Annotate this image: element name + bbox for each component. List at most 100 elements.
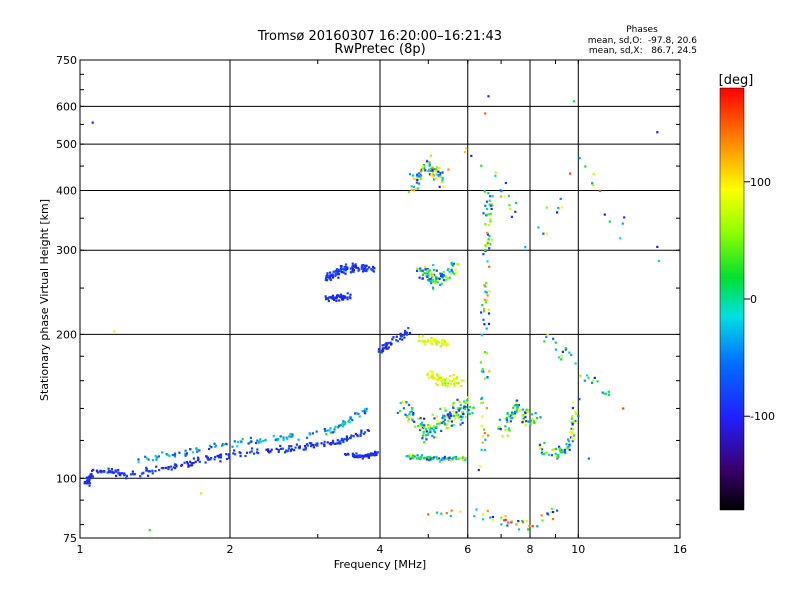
data-point: [373, 267, 376, 270]
data-point: [417, 182, 420, 185]
data-point: [568, 443, 571, 446]
data-point: [165, 466, 168, 469]
data-point: [115, 474, 118, 477]
data-point: [361, 457, 364, 460]
data-point: [103, 470, 106, 473]
data-point: [258, 440, 261, 443]
data-point: [572, 428, 575, 431]
data-point: [575, 412, 578, 415]
data-point: [564, 348, 567, 351]
data-point: [484, 191, 487, 194]
data-point: [504, 515, 507, 518]
data-point: [323, 443, 326, 446]
data-point: [151, 469, 154, 472]
data-point: [324, 295, 327, 298]
data-point: [411, 419, 414, 422]
data-point: [514, 210, 517, 213]
axes: 1 2 4 6 8 10 16 75 100 200 300 400 500 600 750: [56, 54, 687, 556]
data-point: [219, 460, 222, 463]
data-point: [192, 461, 195, 465]
data-point: [457, 416, 460, 419]
data-point: [371, 452, 374, 455]
y-axis-label: Stationary phase Virtual Height [km]: [38, 199, 51, 401]
data-point: [333, 428, 336, 431]
data-point: [438, 457, 441, 460]
data-point: [522, 419, 525, 422]
data-point: [440, 272, 443, 276]
data-point: [418, 335, 421, 338]
data-point: [531, 413, 534, 416]
data-point: [354, 412, 357, 415]
data-point: [341, 422, 344, 425]
data-point: [435, 170, 438, 173]
data-point: [140, 472, 143, 475]
data-point: [554, 452, 557, 455]
data-point: [540, 451, 543, 454]
data-point: [546, 512, 549, 515]
data-point: [488, 213, 491, 216]
data-point: [481, 304, 484, 307]
data-point: [596, 380, 599, 383]
data-point: [426, 340, 429, 343]
data-point: [447, 457, 450, 460]
data-point: [350, 270, 353, 273]
data-point: [435, 511, 438, 514]
data-point: [450, 414, 453, 417]
data-point: [431, 413, 434, 416]
data-point: [542, 232, 545, 235]
data-point: [305, 443, 308, 446]
data-point: [484, 223, 487, 226]
data-point: [446, 423, 449, 426]
data-point: [452, 379, 455, 382]
data-point: [463, 456, 466, 459]
data-point: [441, 384, 444, 387]
data-point: [408, 455, 412, 458]
colorbar-tick-label: 100: [750, 176, 771, 189]
data-point: [434, 436, 437, 439]
data-point: [405, 455, 408, 458]
data-point: [342, 440, 345, 444]
data-point: [484, 249, 487, 252]
data-point: [570, 417, 573, 420]
data-point: [215, 444, 218, 447]
data-point: [484, 290, 487, 293]
data-point: [421, 421, 424, 424]
data-point: [344, 272, 347, 275]
data-point: [437, 172, 440, 175]
data-point: [483, 448, 486, 451]
data-point: [559, 197, 562, 200]
data-point: [462, 379, 465, 382]
data-point: [418, 457, 421, 460]
data-point: [326, 272, 329, 275]
data-point: [488, 203, 491, 206]
data-point: [451, 404, 454, 407]
data-point: [236, 445, 239, 448]
data-point: [438, 172, 442, 175]
data-point: [450, 263, 453, 266]
data-point: [438, 185, 441, 188]
data-point: [480, 401, 483, 404]
data-point: [283, 451, 287, 454]
data-point: [83, 480, 86, 484]
data-point: [337, 439, 340, 442]
data-point: [329, 277, 332, 280]
data-point: [419, 170, 422, 173]
data-point: [343, 438, 346, 441]
data-point: [351, 452, 354, 455]
data-point: [399, 401, 402, 405]
data-point: [147, 458, 150, 461]
data-point: [157, 455, 160, 458]
data-point: [336, 442, 339, 445]
data-point: [570, 353, 573, 356]
data-point: [290, 448, 293, 451]
data-point: [464, 402, 467, 405]
data-point: [154, 454, 157, 457]
gridlines: [80, 60, 680, 538]
data-point: [490, 202, 493, 205]
data-point: [344, 267, 347, 270]
data-point: [455, 411, 458, 414]
y-tick-label: 300: [56, 244, 77, 257]
data-point: [385, 344, 388, 347]
data-point: [458, 408, 461, 411]
data-point: [90, 472, 93, 476]
